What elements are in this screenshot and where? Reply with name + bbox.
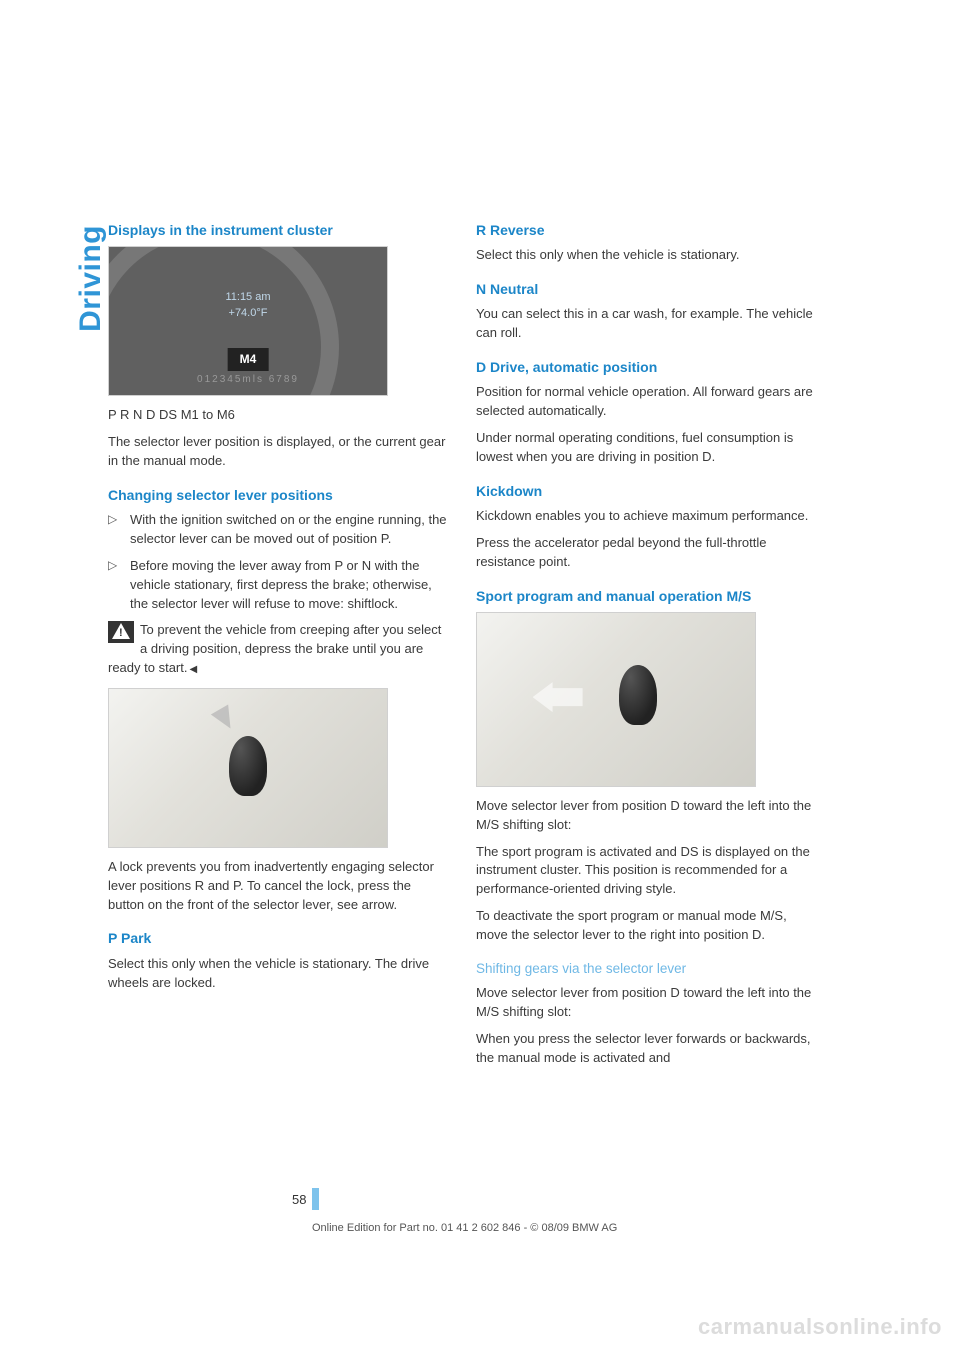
bullet-item: Before moving the lever away from P or N…	[108, 557, 448, 614]
cluster-time: 11:15 am	[225, 291, 270, 307]
heading-park: P Park	[108, 928, 448, 948]
lever-knob	[229, 736, 267, 796]
figure-selector-lever-ms	[476, 612, 756, 787]
positions-line: P R N D DS M1 to M6	[108, 406, 448, 425]
sport-description-1: Move selector lever from position D towa…	[476, 797, 816, 835]
section-title: Driving	[74, 225, 108, 332]
reverse-description: Select this only when the vehicle is sta…	[476, 246, 816, 265]
figure-selector-lever-lock	[108, 688, 388, 848]
warning-text: To prevent the vehicle from creeping aft…	[108, 622, 441, 675]
cluster-gear: M4	[228, 348, 269, 371]
neutral-description: You can select this in a car wash, for e…	[476, 305, 816, 343]
drive-description-2: Under normal operating conditions, fuel …	[476, 429, 816, 467]
watermark: carmanualsonline.info	[698, 1314, 942, 1340]
shifting-description-2: When you press the selector lever forwar…	[476, 1030, 816, 1068]
kickdown-description-1: Kickdown enables you to achieve maximum …	[476, 507, 816, 526]
lever-knob	[619, 665, 657, 725]
sport-description-2: The sport program is activated and DS is…	[476, 843, 816, 900]
shifting-description-1: Move selector lever from position D towa…	[476, 984, 816, 1022]
right-column: R Reverse Select this only when the vehi…	[476, 220, 816, 1076]
cluster-odometer: 012345mls 6789	[197, 373, 299, 388]
figure-instrument-cluster: 11:15 am +74.0°F M4 012345mls 6789	[108, 246, 388, 396]
heading-sport: Sport program and manual operation M/S	[476, 586, 816, 606]
lever-arrow-left-icon	[533, 682, 583, 712]
lever-arrow-icon	[210, 704, 238, 733]
drive-description-1: Position for normal vehicle operation. A…	[476, 383, 816, 421]
sport-description-3: To deactivate the sport program or manua…	[476, 907, 816, 945]
warning-block: To prevent the vehicle from creeping aft…	[108, 621, 448, 678]
lock-description: A lock prevents you from inadvertently e…	[108, 858, 448, 915]
left-column: Displays in the instrument cluster 11:15…	[108, 220, 448, 1076]
cluster-info: 11:15 am +74.0°F	[225, 291, 270, 323]
displays-description: The selector lever position is displayed…	[108, 433, 448, 471]
warning-icon	[108, 621, 134, 643]
heading-drive: D Drive, automatic position	[476, 357, 816, 377]
changing-bullets: With the ignition switched on or the eng…	[108, 511, 448, 613]
heading-reverse: R Reverse	[476, 220, 816, 240]
page-number-bar	[312, 1188, 319, 1210]
park-description: Select this only when the vehicle is sta…	[108, 955, 448, 993]
page-number: 58	[292, 1192, 306, 1207]
subheading-shifting: Shifting gears via the selector lever	[476, 959, 816, 979]
kickdown-description-2: Press the accelerator pedal beyond the f…	[476, 534, 816, 572]
heading-neutral: N Neutral	[476, 279, 816, 299]
heading-changing: Changing selector lever positions	[108, 485, 448, 505]
heading-displays: Displays in the instrument cluster	[108, 220, 448, 240]
heading-kickdown: Kickdown	[476, 481, 816, 501]
footer-text: Online Edition for Part no. 01 41 2 602 …	[312, 1222, 617, 1234]
cluster-temp: +74.0°F	[225, 306, 270, 322]
bullet-item: With the ignition switched on or the eng…	[108, 511, 448, 549]
page-content: Displays in the instrument cluster 11:15…	[108, 220, 868, 1076]
